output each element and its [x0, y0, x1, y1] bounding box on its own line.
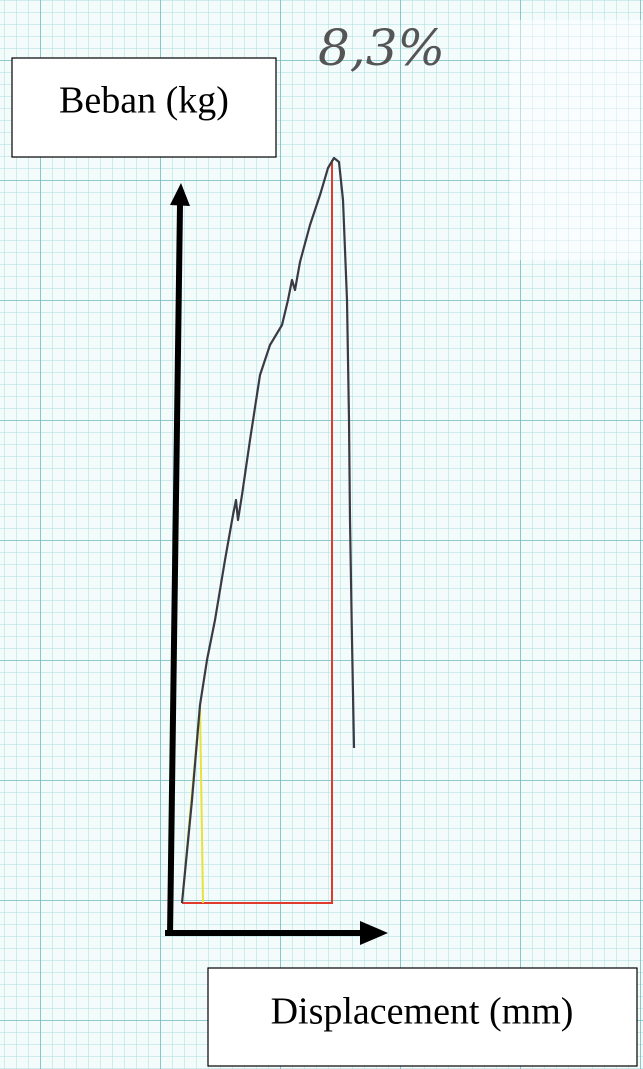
x-axis-label: Displacement (mm) [271, 991, 574, 1033]
faded-area [510, 20, 643, 260]
handwritten-note: 8,3% [318, 19, 445, 77]
graph-paper-figure: 8,3% Beban (kg) Displacement (mm) [0, 0, 643, 1069]
y-axis-label: Beban (kg) [59, 80, 229, 122]
